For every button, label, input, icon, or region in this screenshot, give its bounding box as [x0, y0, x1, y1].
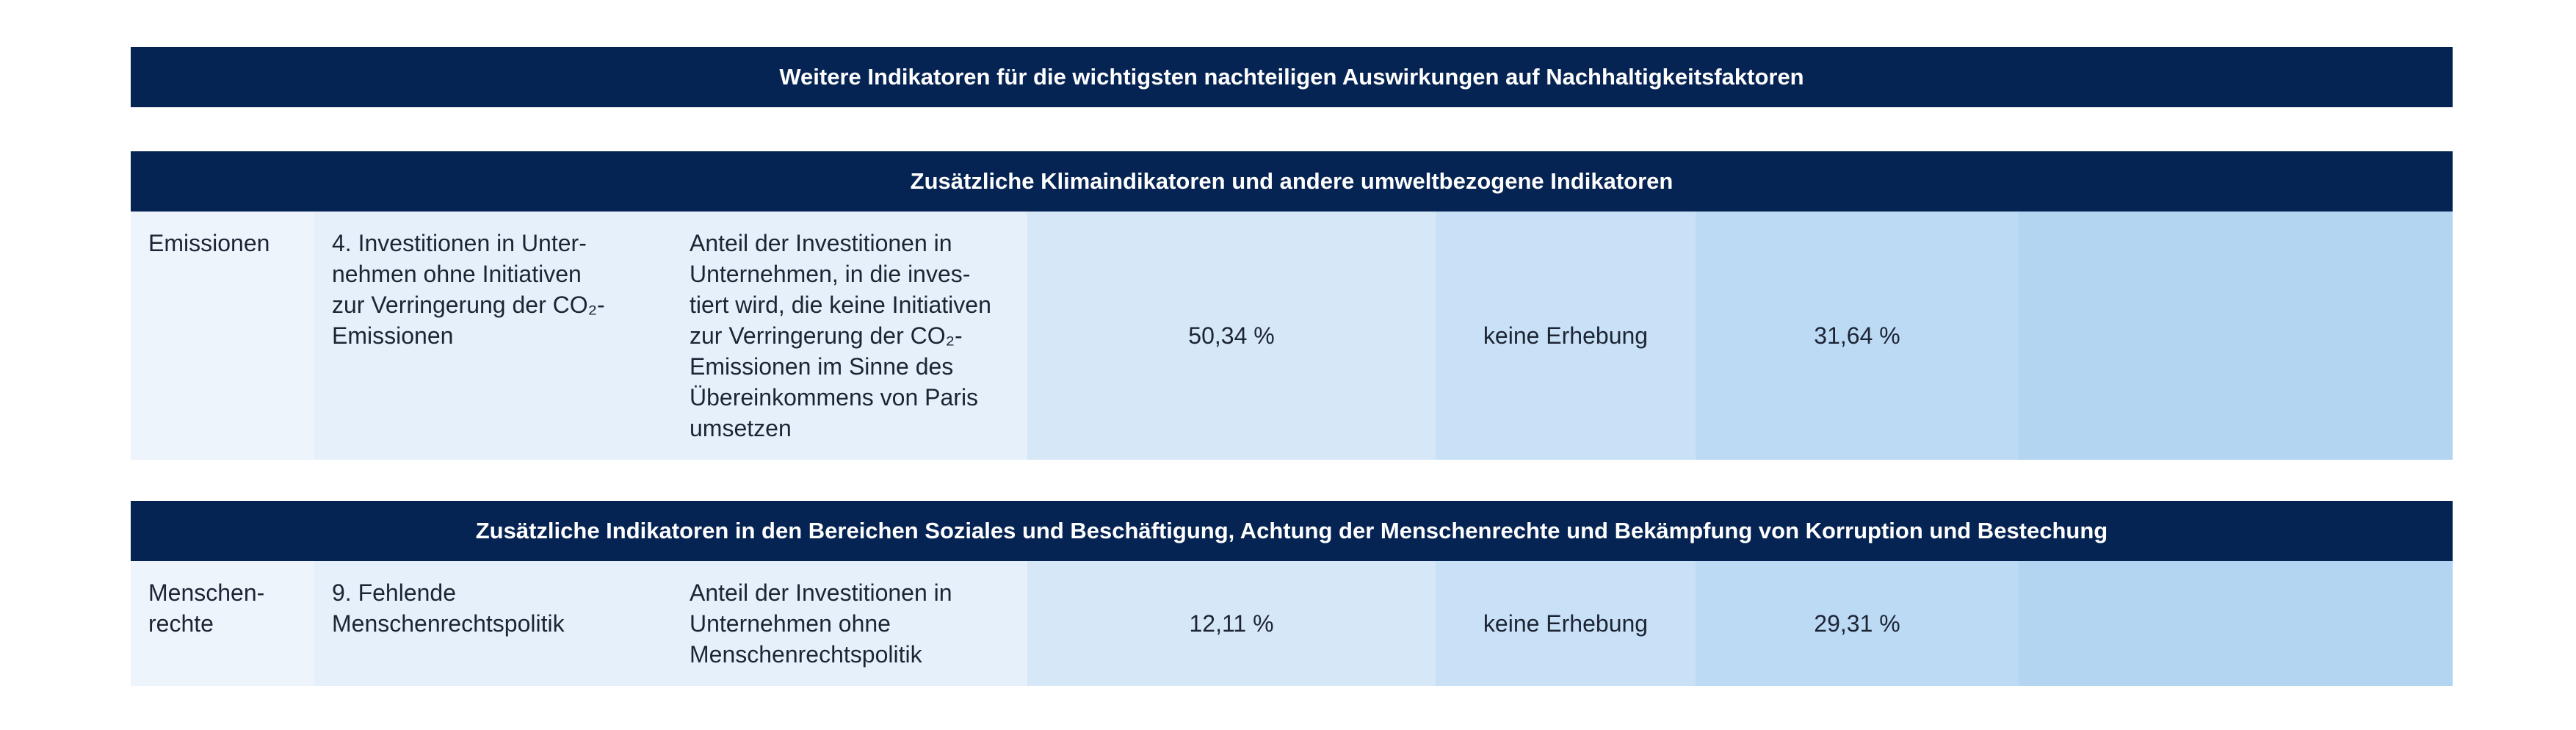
indicator-cell: 4. Investitionen in Unter- nehmen ohne I… [314, 212, 672, 460]
table-title-band: Weitere Indikatoren für die wichtigsten … [131, 47, 2453, 107]
value-cell-4 [2019, 561, 2453, 686]
indicator-cell: 9. Fehlende Menschenrechtspolitik [314, 561, 672, 686]
value-cell-1: 50,34 % [1027, 212, 1436, 460]
value-cell-2: keine Erhebung [1436, 561, 1696, 686]
value-2: keine Erhebung [1483, 610, 1649, 637]
value-1: 50,34 % [1188, 322, 1275, 349]
section-header-climate: Zusätzliche Klimaindikatoren und andere … [131, 151, 2453, 212]
value-cell-3: 31,64 % [1696, 212, 2019, 460]
value-cell-2: keine Erhebung [1436, 212, 1696, 460]
value-1: 12,11 % [1189, 610, 1274, 637]
table-row-emissions: Emissionen 4. Investitionen in Unter- ne… [131, 212, 2453, 460]
category-cell: Menschen- rechte [131, 561, 314, 686]
metric-cell: Anteil der Investitionen in Unternehmen … [672, 561, 1027, 686]
table-title: Weitere Indikatoren für die wichtigsten … [779, 64, 1804, 90]
value-cell-4 [2019, 212, 2453, 460]
section-title-climate: Zusätzliche Klimaindikatoren und andere … [910, 168, 1674, 194]
value-3: 31,64 % [1814, 322, 1900, 349]
section-title-social: Zusätzliche Indikatoren in den Bereichen… [475, 518, 2108, 543]
section-header-social: Zusätzliche Indikatoren in den Bereichen… [131, 501, 2453, 561]
table-row-human-rights: Menschen- rechte 9. Fehlende Menschenrec… [131, 561, 2453, 686]
value-2: keine Erhebung [1483, 322, 1649, 349]
value-cell-1: 12,11 % [1027, 561, 1436, 686]
category-cell: Emissionen [131, 212, 314, 460]
metric-cell: Anteil der Investitionen in Unternehmen,… [672, 212, 1027, 460]
value-cell-3: 29,31 % [1696, 561, 2019, 686]
value-3: 29,31 % [1814, 610, 1900, 637]
